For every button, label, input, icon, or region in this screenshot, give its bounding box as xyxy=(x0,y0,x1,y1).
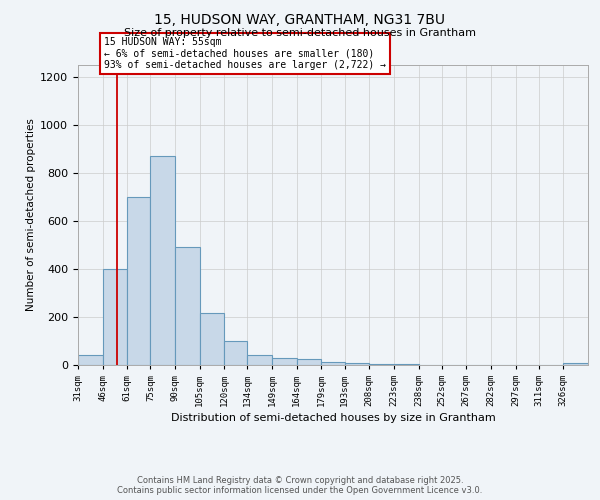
Bar xyxy=(297,359,322,365)
Bar xyxy=(563,363,588,365)
Text: 15, HUDSON WAY, GRANTHAM, NG31 7BU: 15, HUDSON WAY, GRANTHAM, NG31 7BU xyxy=(155,12,445,26)
Bar xyxy=(344,363,369,365)
Bar xyxy=(175,248,200,365)
Text: Contains HM Land Registry data © Crown copyright and database right 2025.
Contai: Contains HM Land Registry data © Crown c… xyxy=(118,476,482,495)
Bar xyxy=(272,358,297,365)
Bar xyxy=(369,364,394,365)
Bar xyxy=(151,156,175,365)
Y-axis label: Number of semi-detached properties: Number of semi-detached properties xyxy=(26,118,36,312)
Text: 15 HUDSON WAY: 55sqm
← 6% of semi-detached houses are smaller (180)
93% of semi-: 15 HUDSON WAY: 55sqm ← 6% of semi-detach… xyxy=(104,36,386,70)
Bar xyxy=(247,355,272,365)
Bar xyxy=(394,364,419,365)
Bar xyxy=(224,341,247,365)
Bar xyxy=(200,314,224,365)
Bar xyxy=(322,362,344,365)
Bar xyxy=(103,269,127,365)
Bar xyxy=(127,197,151,365)
X-axis label: Distribution of semi-detached houses by size in Grantham: Distribution of semi-detached houses by … xyxy=(170,413,496,423)
Text: Size of property relative to semi-detached houses in Grantham: Size of property relative to semi-detach… xyxy=(124,28,476,38)
Bar xyxy=(78,356,103,365)
